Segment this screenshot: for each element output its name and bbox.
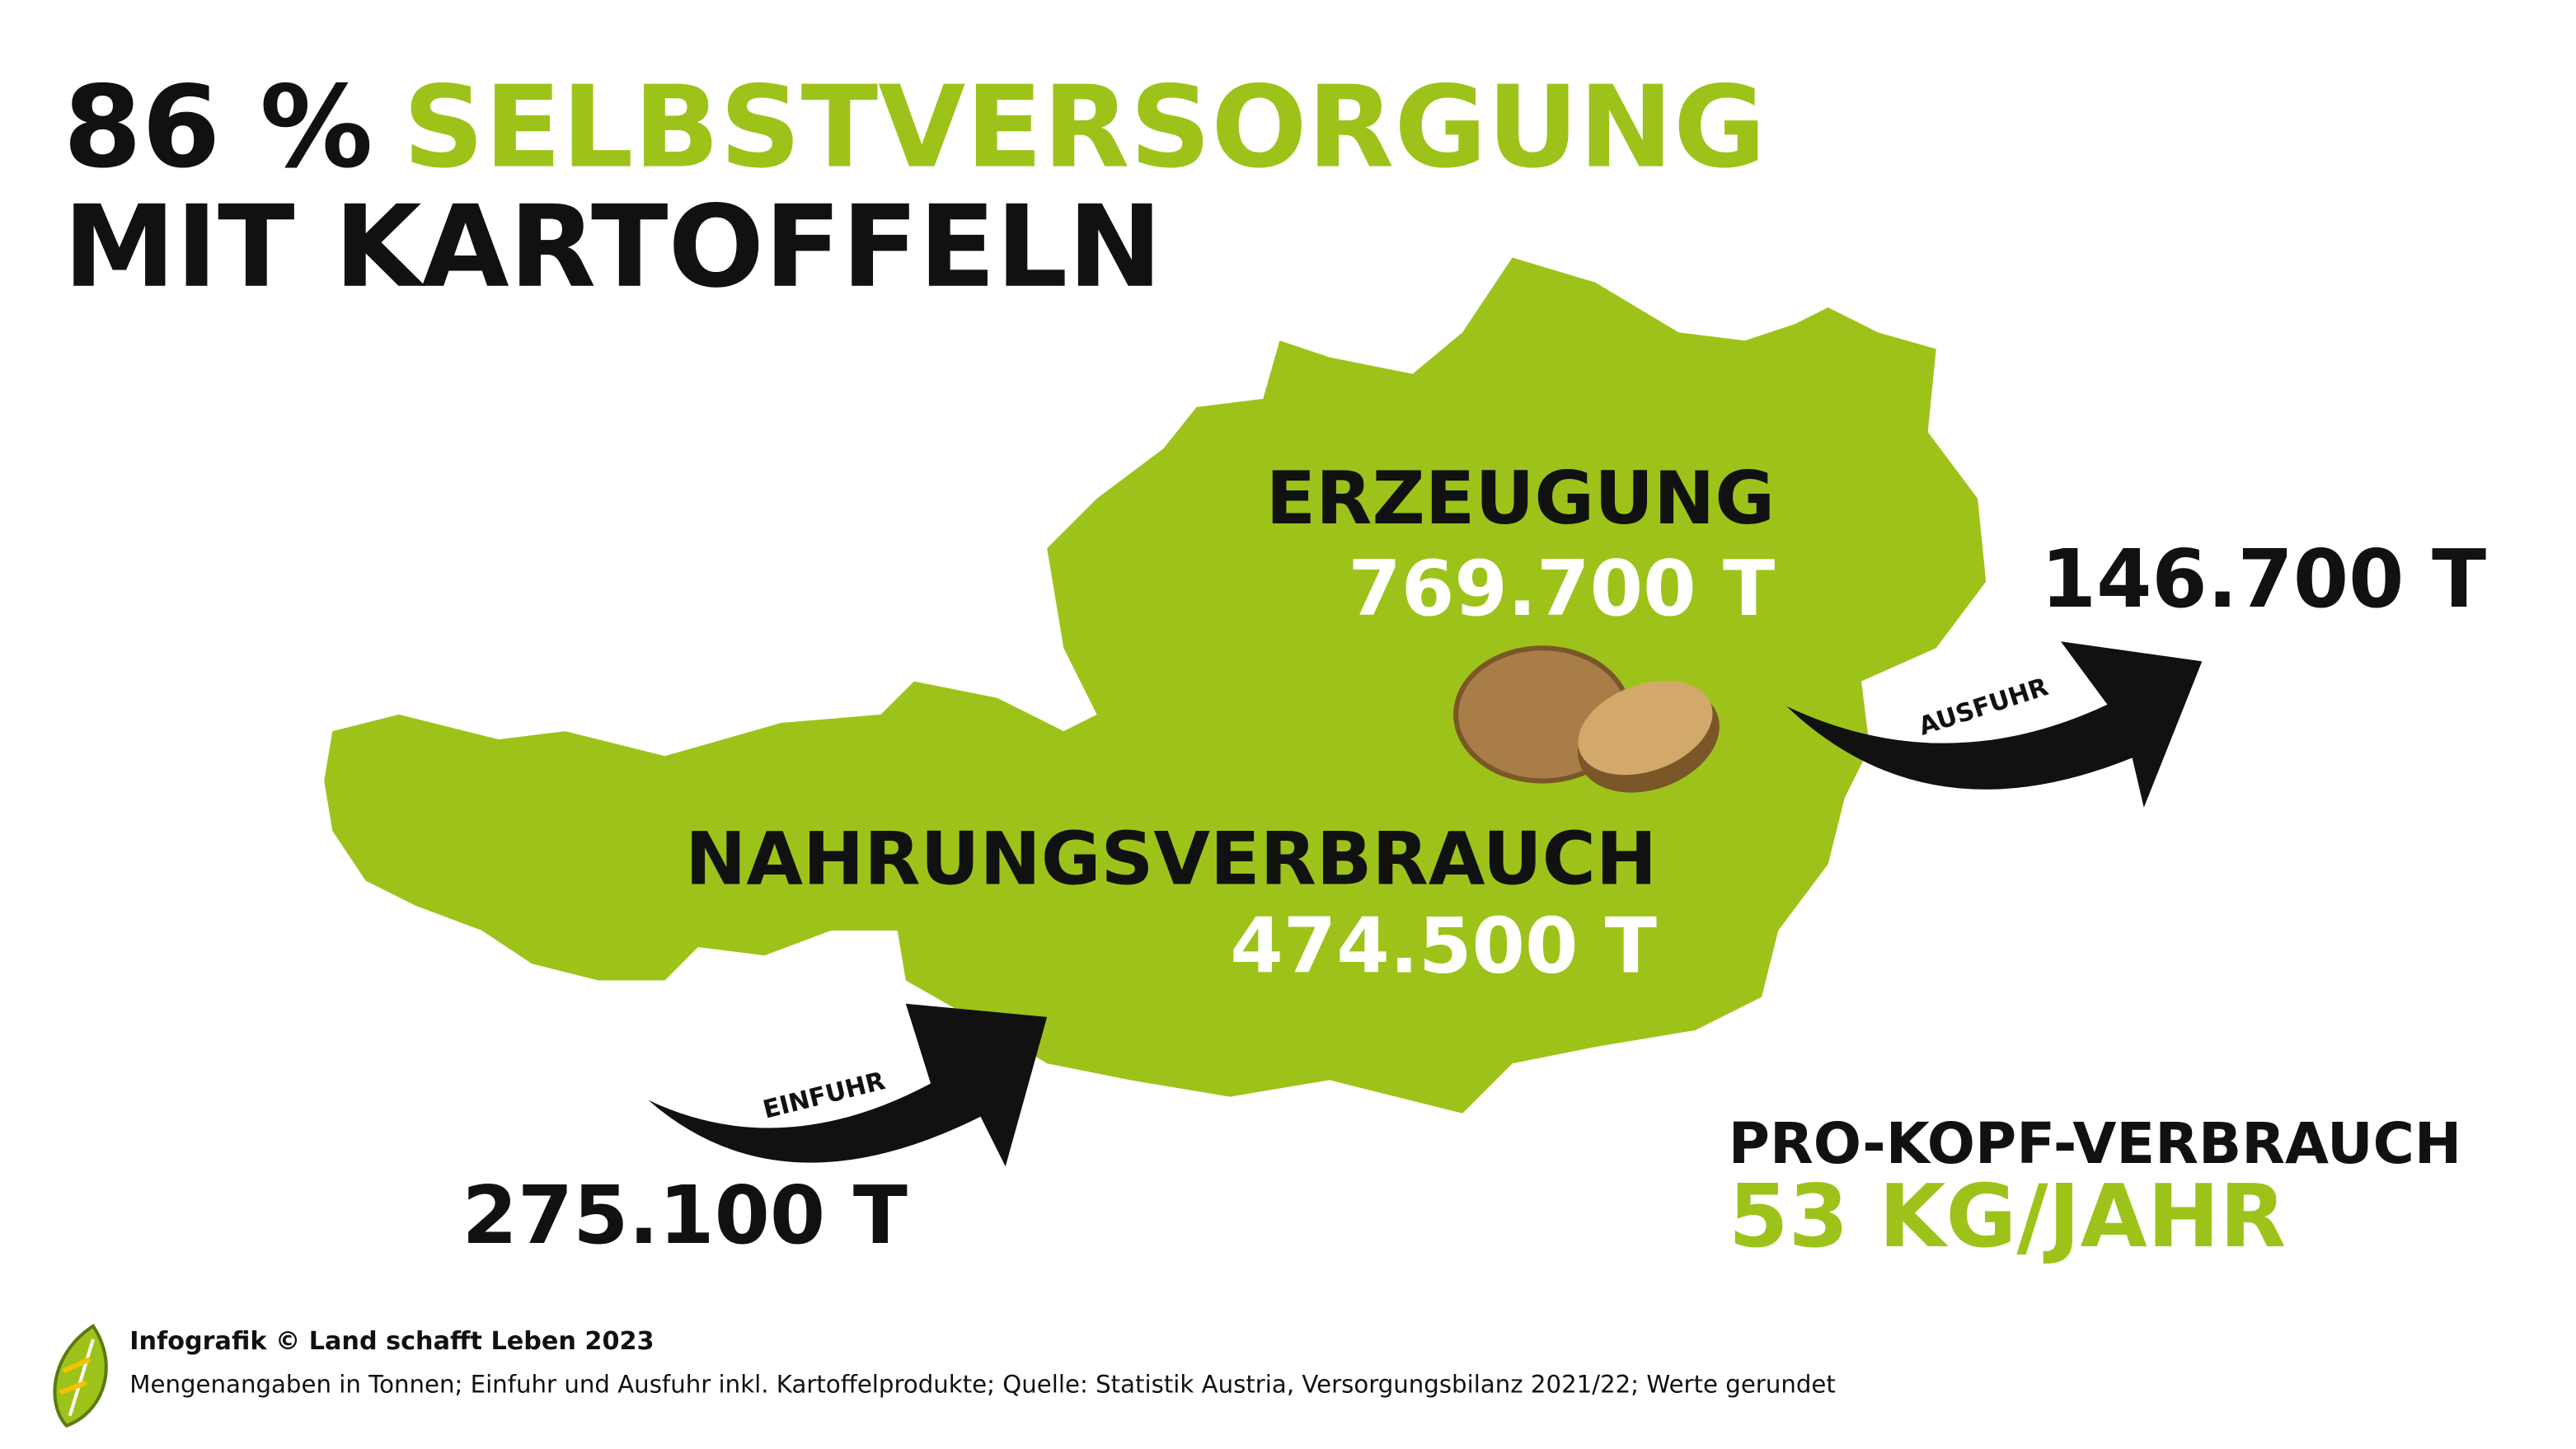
- potato-icon: [1453, 645, 1720, 793]
- headline-highlight: SELBSTVERSORGUNG: [403, 63, 1767, 194]
- austria-map: [324, 257, 1987, 1114]
- import-arrow: [648, 1003, 1048, 1167]
- headline-line1: 86 % SELBSTVERSORGUNG: [63, 63, 1767, 194]
- production-value: 769.700 T: [1348, 544, 1775, 633]
- production-label: ERZEUGUNG: [1266, 456, 1776, 541]
- import-value: 275.100 T: [462, 1169, 908, 1262]
- export-value: 146.700 T: [2041, 532, 2486, 626]
- consumption-value: 474.500 T: [1230, 901, 1657, 990]
- logo: [53, 1324, 108, 1428]
- per-capita-label: PRO-KOPF-VERBRAUCH: [1729, 1111, 2462, 1177]
- headline-prefix: 86 %: [63, 63, 373, 194]
- per-capita-value: 53 KG/JAHR: [1729, 1166, 2287, 1267]
- export-arrow: [1786, 641, 2203, 808]
- headline-line2: MIT KARTOFFELN: [63, 182, 1162, 313]
- footer-credit: Infografik © Land schafft Leben 2023: [129, 1327, 654, 1356]
- footer-note: Mengenangaben in Tonnen; Einfuhr und Aus…: [129, 1370, 1836, 1398]
- consumption-label: NAHRUNGSVERBRAUCH: [685, 817, 1657, 902]
